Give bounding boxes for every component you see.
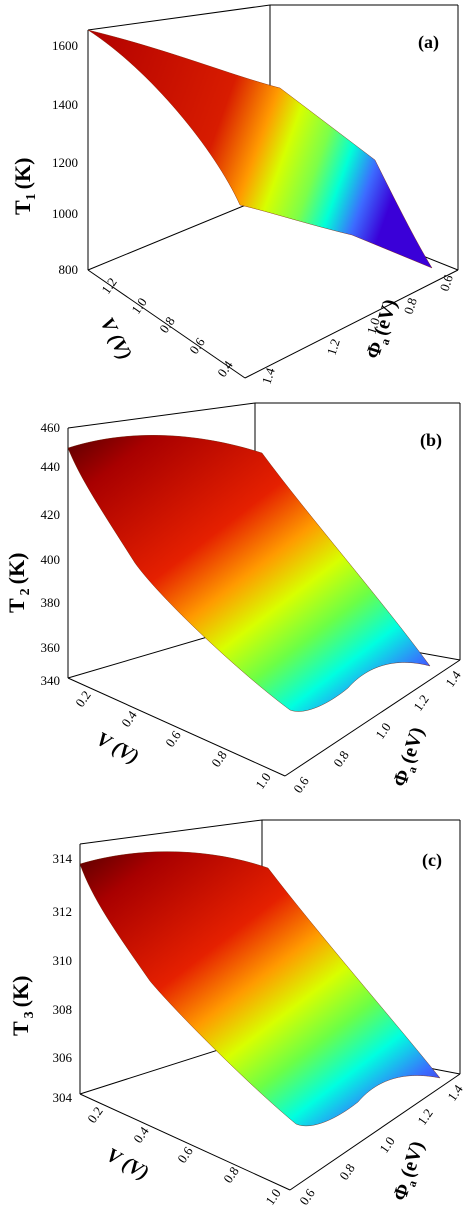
z-tick: 800 (59, 262, 79, 277)
z-ticks-a: 1600 1400 1200 1000 800 (52, 38, 78, 277)
phi-tick: 0.8 (330, 748, 352, 770)
z-tick: 308 (53, 1002, 73, 1017)
panel-label-a: (a) (418, 32, 439, 53)
chart-panel-a: 1600 1400 1200 1000 800 T1(K) 1.2 1.0 0.… (0, 0, 474, 395)
phi-tick: 1.2 (414, 1106, 436, 1128)
z-tick: 306 (53, 1050, 73, 1065)
phi-tick: 0.8 (336, 1161, 358, 1183)
z-ticks-b: 460 440 420 400 380 360 340 (41, 420, 61, 688)
chart-c-svg: 314 312 310 308 306 304 T3(K) 0.2 0.4 0.… (8, 819, 466, 1208)
phi-tick: 1.4 (444, 1081, 466, 1103)
v-tick: 1.2 (98, 275, 120, 297)
v-tick: 1.0 (252, 770, 274, 792)
surface-a (87, 29, 433, 269)
z-tick: 1000 (52, 206, 78, 221)
v-tick: 1.0 (262, 1186, 284, 1208)
v-tick: 0.6 (174, 1143, 196, 1165)
z-ticks-c: 314 312 310 308 306 304 (53, 851, 73, 1105)
phi-tick: 1.0 (376, 1134, 398, 1156)
v-tick: 0.4 (130, 1123, 152, 1145)
frame-line (87, 194, 271, 271)
phi-tick: 0.6 (296, 1185, 318, 1207)
phi-tick: 0.6 (437, 272, 456, 293)
phi-tick: 1.0 (364, 316, 383, 336)
z-tick: 400 (41, 552, 61, 567)
z-tick: 420 (41, 507, 61, 522)
z-tick: 340 (41, 673, 61, 688)
phi-axis-label-b: Φa(eV) (389, 725, 432, 791)
chart-b-svg: 460 440 420 400 380 360 340 T2(K) 0.2 0.… (4, 402, 464, 796)
panel-label-c: (c) (422, 850, 442, 871)
phi-tick: 0.8 (401, 296, 420, 316)
z-tick: 310 (53, 953, 73, 968)
z-tick: 304 (53, 1090, 73, 1105)
phi-tick: 1.4 (442, 667, 464, 689)
phi-axis-line (244, 269, 459, 379)
v-tick: 0.8 (156, 314, 178, 336)
z-axis-label-b: T2(K) (4, 553, 33, 613)
phi-axis-line (289, 1073, 461, 1191)
z-tick: 1400 (52, 97, 78, 112)
v-tick: 0.4 (214, 357, 236, 379)
v-tick: 0.8 (208, 748, 230, 770)
v-tick: 0.6 (162, 727, 184, 749)
z-axis-label-c: T3(K) (8, 976, 37, 1036)
frame-line (79, 819, 263, 845)
phi-tick: 1.2 (324, 337, 343, 357)
phi-axis-label-c: Φa(eV) (389, 1139, 432, 1205)
z-tick: 1600 (52, 38, 78, 53)
v-axis-label-a: V (V) (96, 314, 136, 364)
z-tick: 312 (53, 904, 73, 919)
v-tick: 1.0 (128, 295, 150, 317)
z-tick: 380 (41, 595, 61, 610)
phi-tick: 1.4 (259, 365, 278, 386)
v-axis-line (67, 677, 286, 777)
phi-tick: 0.6 (290, 773, 312, 795)
v-tick: 0.2 (72, 688, 94, 710)
z-tick: 1200 (52, 155, 78, 170)
v-axis-line (79, 1093, 291, 1191)
v-tick: 0.8 (220, 1164, 242, 1186)
frame-line (87, 4, 271, 31)
v-tick: 0.4 (118, 707, 140, 729)
z-tick: 460 (41, 420, 61, 435)
phi-tick: 1.2 (410, 692, 432, 714)
v-axis-label-c: V (V) (103, 1144, 153, 1184)
chart-panel-c: 314 312 310 308 306 304 T3(K) 0.2 0.4 0.… (0, 806, 474, 1208)
v-axis-label-b: V (V) (93, 728, 143, 768)
phi-axis-line (284, 659, 461, 777)
chart-a-svg: 1600 1400 1200 1000 800 T1(K) 1.2 1.0 0.… (10, 4, 459, 386)
z-axis-label-a: T1(K) (10, 158, 39, 215)
v-axis-line (87, 269, 246, 379)
surface-b (67, 435, 431, 712)
v-tick: 0.6 (186, 334, 208, 356)
z-tick: 314 (53, 851, 73, 866)
chart-panel-b: 460 440 420 400 380 360 340 T2(K) 0.2 0.… (0, 398, 474, 796)
surface-c (79, 851, 441, 1127)
phi-ticks-a: 0.6 0.8 1.0 1.2 1.4 (259, 272, 456, 386)
v-tick: 0.2 (84, 1104, 106, 1126)
z-tick: 440 (41, 459, 61, 474)
phi-tick: 1.0 (372, 720, 394, 742)
panel-label-b: (b) (420, 430, 442, 451)
z-tick: 360 (41, 640, 61, 655)
frame-line (67, 402, 256, 429)
